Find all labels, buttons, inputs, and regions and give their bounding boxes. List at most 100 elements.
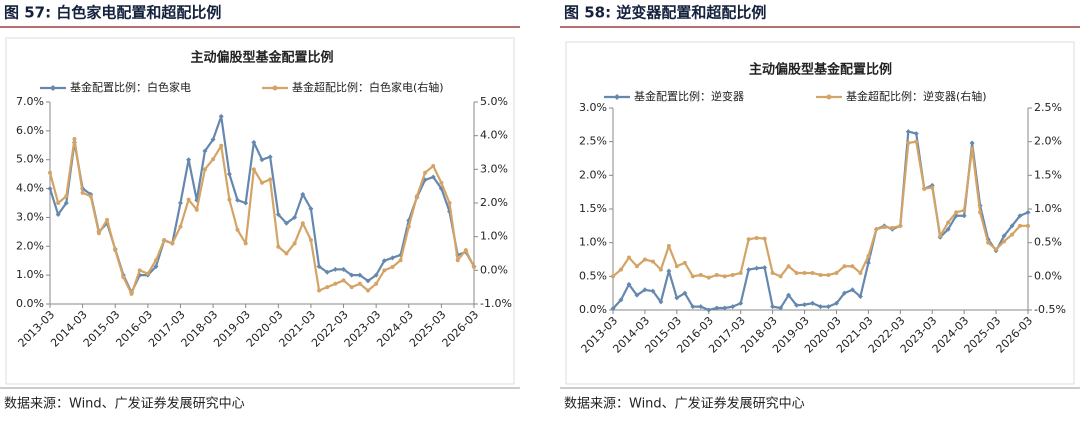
- point: [177, 200, 183, 206]
- point: [970, 146, 975, 151]
- point: [227, 197, 232, 202]
- y-tick-label: 1.5%: [579, 202, 607, 215]
- legend-marker: [614, 94, 620, 100]
- legend-marker: [50, 85, 56, 91]
- point: [666, 268, 672, 274]
- point: [826, 272, 831, 277]
- point: [913, 131, 919, 137]
- point: [778, 274, 783, 279]
- point: [810, 300, 816, 306]
- point: [243, 200, 249, 206]
- point: [922, 186, 927, 191]
- point: [398, 258, 403, 263]
- point: [866, 254, 871, 259]
- chart-title: 主动偏股型基金配置比例: [190, 50, 333, 66]
- point: [390, 264, 395, 269]
- series-line: [48, 115, 475, 294]
- y-tick-label: 2.0%: [579, 168, 607, 181]
- point: [1017, 213, 1023, 219]
- y2-tick-label: 1.0%: [1034, 202, 1062, 215]
- point: [611, 274, 615, 279]
- point: [170, 241, 175, 246]
- point: [292, 241, 297, 246]
- point: [722, 305, 728, 311]
- point: [382, 268, 387, 273]
- point: [754, 235, 759, 240]
- point: [88, 194, 93, 199]
- point: [414, 194, 419, 199]
- point: [121, 275, 126, 280]
- point: [226, 171, 232, 177]
- point: [658, 267, 663, 272]
- y2-tick-label: -1.0%: [480, 297, 512, 310]
- point: [754, 265, 760, 271]
- y-tick-label: 1.0%: [16, 268, 44, 281]
- y-tick-label: 0.5%: [579, 269, 607, 282]
- point: [381, 258, 387, 264]
- point: [682, 290, 688, 296]
- y2-tick-label: -0.5%: [1034, 303, 1066, 316]
- point: [472, 264, 476, 269]
- point: [626, 281, 632, 287]
- point: [137, 268, 142, 273]
- point: [738, 300, 744, 306]
- point: [218, 113, 224, 119]
- y2-tick-label: 1.5%: [1034, 168, 1062, 181]
- point: [406, 224, 411, 229]
- legend-marker: [826, 94, 832, 100]
- point: [969, 140, 975, 146]
- y-tick-label: 7.0%: [16, 95, 44, 108]
- point: [235, 227, 240, 232]
- point: [349, 272, 355, 278]
- y-tick-label: 1.0%: [579, 236, 607, 249]
- point: [666, 244, 671, 249]
- point: [219, 143, 224, 148]
- point: [794, 302, 800, 308]
- point: [658, 299, 664, 305]
- point: [690, 304, 696, 310]
- point: [1002, 239, 1007, 244]
- point: [714, 272, 719, 277]
- point: [865, 260, 871, 266]
- point: [333, 281, 338, 286]
- point: [674, 295, 680, 301]
- point: [650, 288, 656, 294]
- y-tick-label: 4.0%: [16, 182, 44, 195]
- point: [283, 220, 289, 226]
- point: [890, 225, 895, 230]
- point: [818, 304, 823, 310]
- chart-title: 主动偏股型基金配置比例: [749, 62, 892, 78]
- point: [268, 177, 273, 182]
- point: [202, 148, 208, 154]
- point: [96, 231, 101, 236]
- point: [64, 194, 69, 199]
- point: [1026, 223, 1030, 228]
- point: [317, 288, 322, 293]
- point: [389, 255, 395, 261]
- point: [874, 227, 879, 232]
- point: [842, 264, 847, 269]
- point: [292, 214, 298, 220]
- point: [357, 281, 362, 286]
- point: [905, 129, 911, 135]
- point: [610, 306, 616, 312]
- point: [324, 269, 330, 275]
- point: [332, 266, 338, 272]
- y2-tick-label: 2.0%: [480, 196, 508, 209]
- y2-tick-label: 2.0%: [1034, 135, 1062, 148]
- point: [778, 305, 784, 311]
- legend-marker: [272, 85, 278, 91]
- point: [251, 139, 257, 145]
- legend-label: 基金配置比例：逆变器: [634, 89, 744, 103]
- point: [308, 206, 314, 212]
- point: [626, 255, 631, 260]
- point: [738, 270, 743, 275]
- point: [762, 265, 768, 271]
- legend-label: 基金超配比例：白色家电(右轴): [292, 80, 444, 94]
- point: [259, 157, 265, 163]
- point: [431, 163, 436, 168]
- point: [276, 244, 281, 249]
- x-tick-label: 2026-03: [440, 308, 482, 350]
- point: [129, 291, 134, 296]
- point: [802, 302, 808, 308]
